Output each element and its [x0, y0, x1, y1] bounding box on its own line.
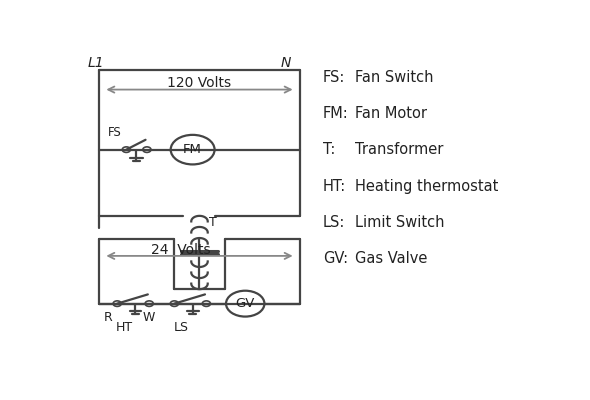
Text: Heating thermostat: Heating thermostat [355, 179, 499, 194]
Text: Transformer: Transformer [355, 142, 443, 158]
Text: LS: LS [173, 320, 189, 334]
Text: HT:: HT: [323, 179, 346, 194]
Text: T:: T: [323, 142, 335, 158]
Text: T: T [209, 216, 217, 228]
Text: Fan Motor: Fan Motor [355, 106, 427, 121]
Text: Limit Switch: Limit Switch [355, 215, 444, 230]
Text: Gas Valve: Gas Valve [355, 252, 427, 266]
Text: R: R [104, 311, 113, 324]
Text: L1: L1 [87, 56, 104, 70]
Text: HT: HT [116, 320, 133, 334]
Text: W: W [143, 311, 155, 324]
Text: N: N [281, 56, 291, 70]
Text: LS:: LS: [323, 215, 345, 230]
Text: 24  Volts: 24 Volts [152, 243, 211, 257]
Text: FS: FS [108, 126, 122, 139]
Text: FS:: FS: [323, 70, 345, 85]
Text: GV: GV [235, 297, 255, 310]
Text: 120 Volts: 120 Volts [168, 76, 231, 90]
Text: FM:: FM: [323, 106, 349, 121]
Text: GV:: GV: [323, 252, 348, 266]
Text: Fan Switch: Fan Switch [355, 70, 434, 85]
Text: FM: FM [183, 143, 202, 156]
